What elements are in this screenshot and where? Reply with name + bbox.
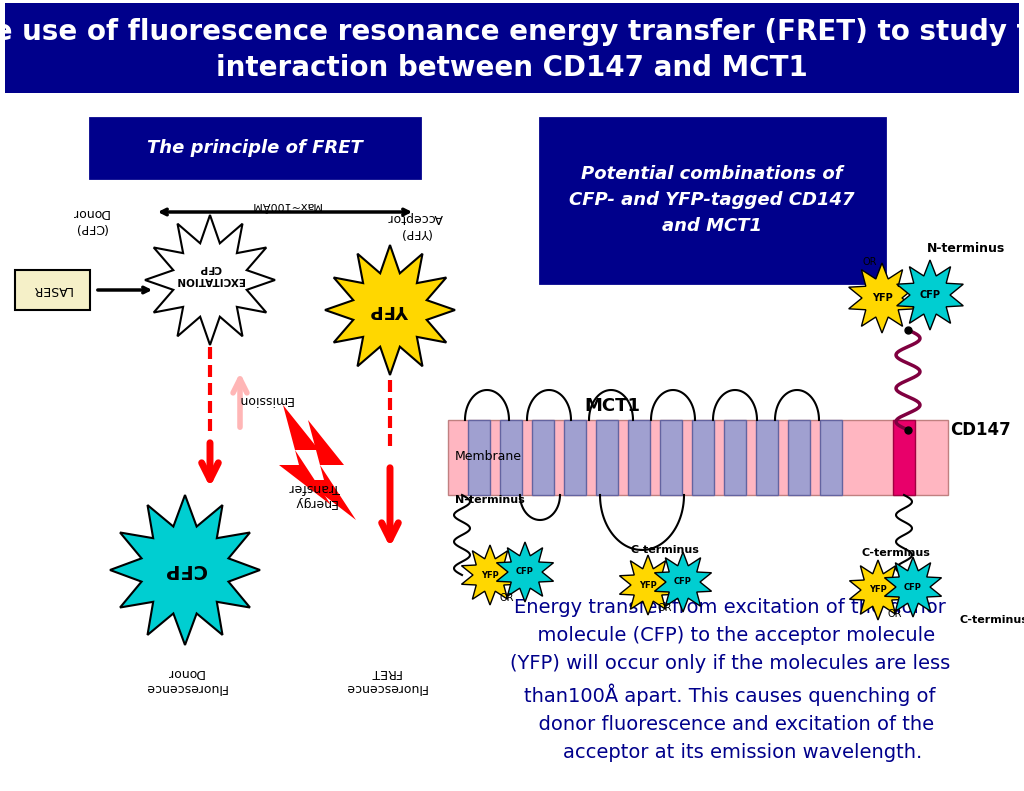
Polygon shape <box>654 552 712 612</box>
Bar <box>724 420 746 495</box>
Bar <box>628 420 650 495</box>
Text: YFP: YFP <box>481 570 499 580</box>
Text: Emission: Emission <box>238 393 293 407</box>
Bar <box>5 3 1019 93</box>
Text: OR: OR <box>863 257 878 267</box>
Bar <box>820 420 842 495</box>
Text: YFP: YFP <box>869 585 887 595</box>
Polygon shape <box>304 420 356 520</box>
Polygon shape <box>462 545 518 605</box>
Text: OR: OR <box>888 609 902 619</box>
Text: CFP: CFP <box>904 582 922 592</box>
Bar <box>692 420 714 495</box>
Text: CFP: CFP <box>920 290 940 300</box>
Polygon shape <box>325 245 455 375</box>
Bar <box>540 118 885 283</box>
Text: CFP: CFP <box>164 561 206 580</box>
Polygon shape <box>110 495 260 645</box>
Polygon shape <box>849 263 915 333</box>
Text: YFP: YFP <box>639 581 656 589</box>
Bar <box>500 420 522 495</box>
Text: Energy transfer from excitation of the donor
  molecule (CFP) to the acceptor mo: Energy transfer from excitation of the d… <box>510 598 950 763</box>
Text: The use of fluorescence resonance energy transfer (FRET) to study the
interactio: The use of fluorescence resonance energy… <box>0 17 1024 82</box>
Text: CFP: CFP <box>516 567 534 577</box>
Bar <box>468 420 490 495</box>
Bar <box>788 420 810 495</box>
Text: OR: OR <box>500 593 514 603</box>
Polygon shape <box>850 560 906 620</box>
Text: C-terminus: C-terminus <box>961 615 1024 625</box>
Text: N-terminus: N-terminus <box>927 241 1005 255</box>
Text: YFP: YFP <box>371 301 410 319</box>
Text: CD147: CD147 <box>950 421 1011 439</box>
Bar <box>15 270 90 310</box>
Bar <box>893 420 915 495</box>
Text: C-terminus: C-terminus <box>862 548 931 558</box>
Bar <box>596 420 618 495</box>
Text: Fluorescence
FRET: Fluorescence FRET <box>344 666 426 694</box>
Text: N-terminus: N-terminus <box>455 495 524 505</box>
Polygon shape <box>620 555 677 615</box>
Polygon shape <box>279 405 331 505</box>
Text: The principle of FRET: The principle of FRET <box>147 139 362 157</box>
Text: LASER: LASER <box>32 283 72 297</box>
Text: Potential combinations of
CFP- and YFP-tagged CD147
and MCT1: Potential combinations of CFP- and YFP-t… <box>569 165 855 236</box>
Text: CFP: CFP <box>674 577 692 586</box>
Text: (CFP)
Donor: (CFP) Donor <box>71 206 109 234</box>
Bar <box>90 118 420 178</box>
Text: YFP: YFP <box>871 293 892 303</box>
Bar <box>564 420 586 495</box>
Bar <box>756 420 778 495</box>
Bar <box>449 420 948 495</box>
Text: Fluorescence
Donor: Fluorescence Donor <box>143 666 226 694</box>
Text: Max~100ÅM: Max~100ÅM <box>250 200 321 210</box>
Text: Membrane: Membrane <box>455 451 522 464</box>
Polygon shape <box>897 260 964 330</box>
Polygon shape <box>497 542 554 602</box>
Text: EXCITATION
CFP: EXCITATION CFP <box>176 263 245 285</box>
Text: MCT1: MCT1 <box>584 397 640 415</box>
Polygon shape <box>145 215 275 345</box>
Text: C-terminus: C-terminus <box>631 545 699 555</box>
Text: OR: OR <box>657 603 672 613</box>
Polygon shape <box>885 557 941 617</box>
Bar <box>532 420 554 495</box>
Text: (YFP)
Acceptor: (YFP) Acceptor <box>387 211 442 239</box>
Text: Energy
Transfer: Energy Transfer <box>290 481 340 509</box>
Bar <box>660 420 682 495</box>
